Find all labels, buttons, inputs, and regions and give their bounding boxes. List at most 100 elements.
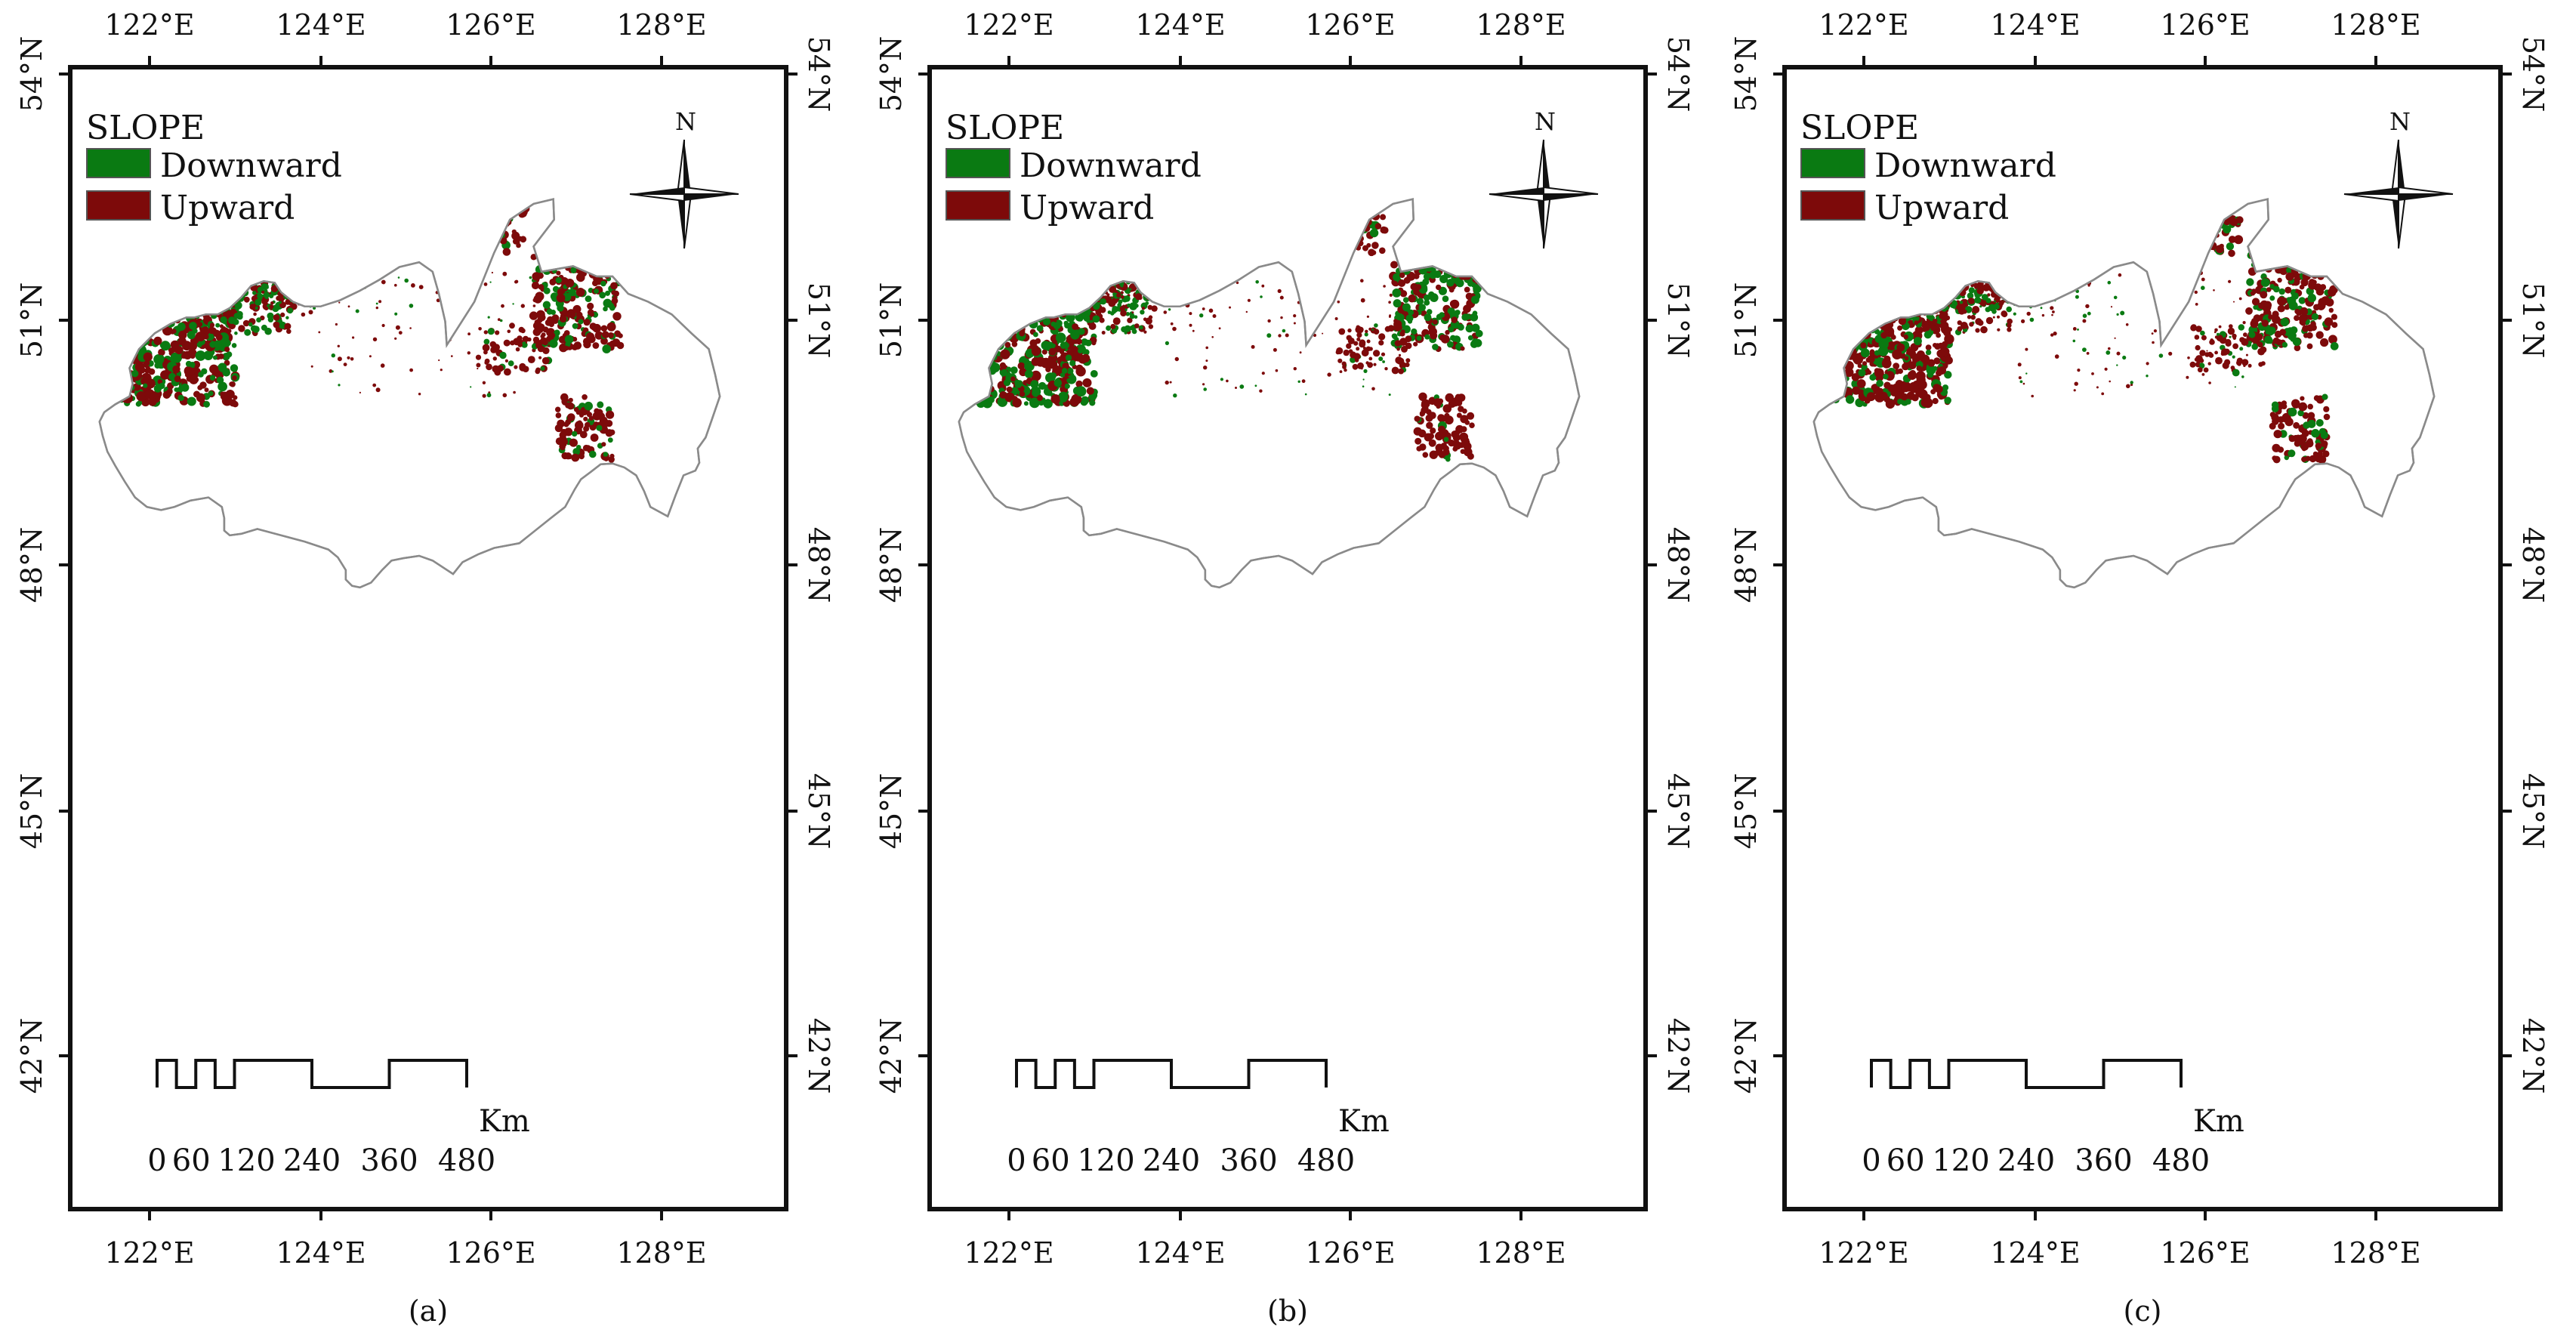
slope-cell bbox=[1047, 251, 1052, 257]
slope-cell bbox=[1131, 275, 1134, 277]
slope-cell bbox=[1974, 245, 1982, 253]
slope-cell bbox=[1977, 319, 1984, 326]
slope-cell bbox=[292, 249, 296, 254]
slope-cell bbox=[1893, 199, 1902, 208]
slope-cell bbox=[1095, 276, 1099, 279]
slope-cell bbox=[282, 215, 287, 221]
slope-cell bbox=[504, 199, 511, 202]
slope-cell bbox=[1445, 393, 1455, 403]
slope-cell bbox=[1106, 242, 1112, 249]
slope-cell bbox=[1478, 249, 1484, 255]
slope-cell bbox=[532, 272, 541, 281]
slope-cell bbox=[110, 356, 116, 361]
slope-cell bbox=[186, 210, 192, 216]
slope-cell bbox=[250, 255, 257, 263]
slope-cell bbox=[460, 106, 464, 110]
slope-cell bbox=[1859, 298, 1868, 305]
slope-cell bbox=[1969, 257, 1977, 265]
slope-cell bbox=[1914, 284, 1922, 292]
slope-cell bbox=[1896, 212, 1905, 221]
slope-cell bbox=[1037, 394, 1043, 401]
slope-cell bbox=[567, 413, 575, 421]
slope-cell bbox=[1126, 227, 1135, 236]
slope-cell bbox=[1044, 257, 1053, 265]
slope-cell bbox=[1336, 250, 1342, 257]
slope-cell bbox=[575, 260, 580, 265]
slope-cell bbox=[234, 303, 239, 308]
slope-cell bbox=[978, 350, 984, 356]
slope-cell bbox=[262, 242, 270, 249]
slope-cell bbox=[1090, 205, 1100, 214]
slope-cell bbox=[1930, 248, 1938, 257]
slope-cell bbox=[338, 242, 342, 247]
slope-cell bbox=[464, 213, 474, 223]
slope-cell bbox=[1041, 199, 1045, 200]
slope-cell bbox=[982, 369, 989, 377]
slope-cell bbox=[201, 250, 209, 258]
slope-cell bbox=[190, 263, 199, 272]
slope-cell bbox=[256, 276, 261, 281]
slope-cell bbox=[513, 390, 516, 394]
slope-cell bbox=[1961, 227, 1970, 236]
slope-cell bbox=[1842, 309, 1850, 316]
slope-cell bbox=[1072, 201, 1079, 208]
slope-cell bbox=[1826, 366, 1834, 374]
slope-cell bbox=[1486, 234, 1494, 241]
slope-cell bbox=[486, 202, 495, 211]
slope-cell bbox=[1166, 177, 1170, 181]
slope-cell bbox=[197, 322, 203, 327]
slope-cell bbox=[1467, 242, 1475, 249]
slope-cell bbox=[1954, 223, 1962, 230]
slope-cell bbox=[589, 322, 597, 330]
longitude-label-bottom: 128°E bbox=[1476, 1236, 1566, 1270]
slope-cell bbox=[1180, 242, 1184, 245]
slope-cell bbox=[1837, 352, 1843, 357]
slope-cell bbox=[1260, 295, 1263, 298]
slope-cell bbox=[540, 366, 545, 371]
slope-cell bbox=[603, 261, 610, 269]
slope-cell bbox=[576, 445, 582, 450]
slope-cell bbox=[1024, 369, 1033, 378]
slope-cell bbox=[1093, 214, 1101, 223]
slope-cell bbox=[1356, 93, 1359, 97]
slope-cell bbox=[2007, 202, 2014, 208]
slope-cell bbox=[1197, 250, 1202, 255]
scale-label: 120 bbox=[217, 1143, 276, 1178]
slope-cell bbox=[112, 369, 121, 378]
slope-cell bbox=[1000, 273, 1006, 279]
slope-cell bbox=[1144, 241, 1150, 248]
slope-cell bbox=[1869, 349, 1875, 354]
slope-cell bbox=[1896, 208, 1900, 212]
slope-cell bbox=[204, 387, 209, 393]
slope-cell bbox=[983, 264, 986, 267]
slope-cell bbox=[1010, 366, 1018, 374]
slope-cell bbox=[608, 456, 615, 463]
slope-cell bbox=[1109, 222, 1118, 231]
slope-cell bbox=[1927, 263, 1935, 271]
slope-cell bbox=[585, 255, 592, 262]
slope-cell bbox=[1223, 245, 1227, 248]
panel-caption: (b) bbox=[1267, 1294, 1308, 1328]
slope-cell bbox=[1003, 202, 1007, 206]
slope-cell bbox=[1066, 288, 1072, 295]
slope-cell bbox=[625, 268, 634, 277]
slope-cell bbox=[267, 237, 274, 245]
slope-cell bbox=[1471, 264, 1481, 274]
slope-cell bbox=[1099, 271, 1106, 278]
slope-cell bbox=[1044, 291, 1054, 301]
slope-cell bbox=[1063, 298, 1069, 305]
slope-cell bbox=[1875, 272, 1879, 276]
slope-cell bbox=[1461, 267, 1469, 275]
slope-cell bbox=[214, 340, 222, 348]
slope-cell bbox=[270, 202, 274, 205]
slope-cell bbox=[1920, 285, 1930, 294]
slope-cell bbox=[628, 234, 635, 241]
slope-cell bbox=[1907, 203, 1915, 211]
slope-cell bbox=[1348, 110, 1354, 116]
slope-cell bbox=[1060, 341, 1067, 349]
slope-cell bbox=[375, 387, 381, 393]
slope-cell bbox=[572, 337, 578, 342]
slope-cell bbox=[1061, 258, 1068, 264]
slope-cell bbox=[585, 295, 592, 302]
slope-cell bbox=[589, 312, 595, 317]
